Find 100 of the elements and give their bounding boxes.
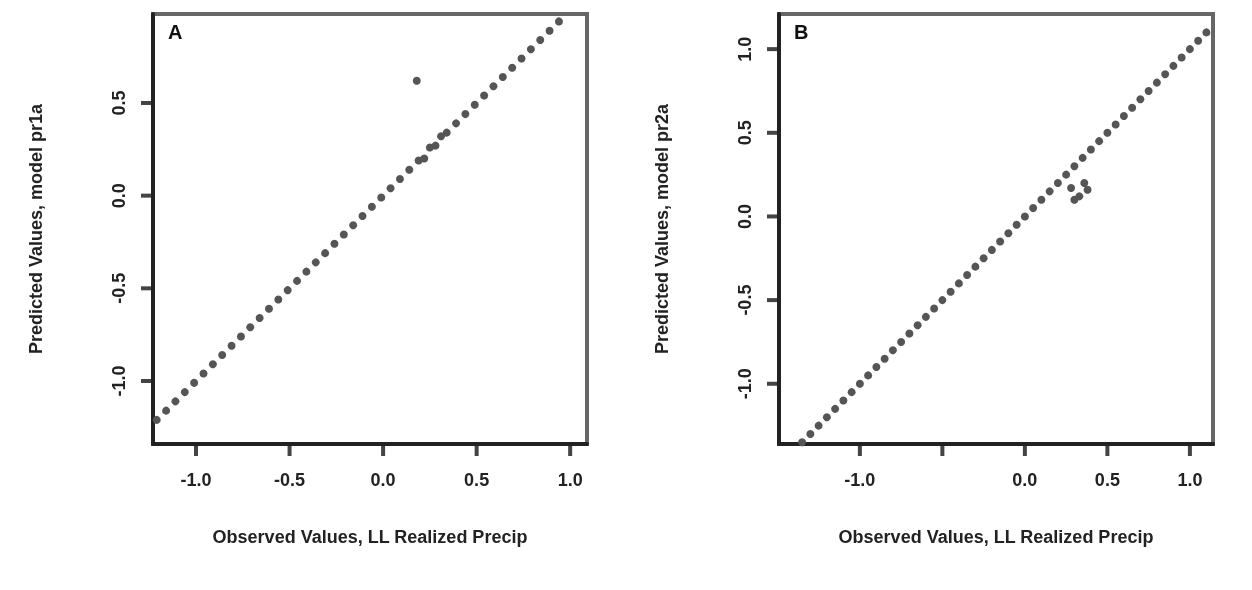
point [855, 379, 864, 388]
point [1078, 153, 1087, 162]
point [831, 404, 840, 413]
point [971, 262, 980, 271]
point [938, 296, 947, 305]
point [1012, 220, 1021, 229]
point [208, 360, 217, 369]
x-axis-title: Observed Values, LL Realized Precip [838, 527, 1154, 547]
y-tick-label: 0.5 [109, 90, 129, 116]
point [349, 221, 358, 230]
point [386, 184, 395, 193]
point [806, 429, 815, 438]
point [431, 141, 440, 150]
point [199, 369, 208, 378]
point [545, 26, 554, 35]
point [996, 237, 1005, 246]
point [218, 351, 227, 360]
point [954, 279, 963, 288]
point [311, 258, 320, 267]
annotation: B [794, 21, 809, 43]
point [498, 73, 507, 82]
point [1083, 185, 1092, 194]
point [1070, 195, 1079, 204]
point [489, 82, 498, 91]
point [1161, 70, 1170, 79]
point [377, 193, 386, 202]
point [461, 110, 470, 119]
point [358, 212, 367, 221]
point [888, 346, 897, 355]
point [847, 388, 856, 397]
point [987, 245, 996, 254]
point [1202, 28, 1211, 37]
point [480, 91, 489, 100]
point [872, 363, 881, 372]
y-tick-label: 1.0 [735, 36, 755, 62]
point [526, 45, 535, 54]
point [517, 54, 526, 63]
point [302, 267, 311, 276]
point [190, 378, 199, 387]
point [1062, 170, 1071, 179]
x-tick-label: 0.0 [1012, 470, 1038, 490]
point [930, 304, 939, 313]
point [330, 239, 339, 248]
point [798, 438, 807, 447]
point [171, 397, 180, 406]
y-tick-label: -0.5 [735, 284, 755, 316]
point [162, 406, 171, 415]
point [321, 249, 330, 258]
point [913, 321, 922, 330]
x-tick-label: 1.0 [557, 470, 583, 490]
point [452, 119, 461, 128]
point [880, 354, 889, 363]
point [864, 371, 873, 380]
point [420, 154, 429, 163]
point [283, 286, 292, 295]
point [395, 174, 404, 183]
point [236, 332, 245, 341]
point [536, 35, 545, 44]
point [1086, 145, 1095, 154]
point [979, 254, 988, 263]
point [963, 271, 972, 280]
point [1037, 195, 1046, 204]
point [367, 202, 376, 211]
point [180, 388, 189, 397]
point [1169, 61, 1178, 70]
point [1067, 184, 1076, 193]
y-tick-label: 0.0 [735, 203, 755, 229]
x-tick-label: -1.0 [180, 470, 212, 490]
y-tick-label: 0.0 [109, 183, 129, 209]
point [293, 276, 302, 285]
point [1185, 45, 1194, 54]
point [246, 323, 255, 332]
x-tick-label: -0.5 [274, 470, 306, 490]
point [255, 313, 264, 322]
point [508, 63, 517, 72]
point [822, 413, 831, 422]
y-tick-label: -0.5 [109, 272, 129, 304]
point [437, 132, 446, 141]
point [1103, 128, 1112, 137]
point [1080, 178, 1089, 187]
point [339, 230, 348, 239]
point [1045, 187, 1054, 196]
point [1144, 86, 1153, 95]
point [1053, 178, 1062, 187]
point [470, 100, 479, 109]
y-axis-title: Predicted Values, model pr2a [652, 102, 672, 355]
point [1020, 212, 1029, 221]
x-tick-label: 0.5 [1094, 470, 1120, 490]
point [412, 76, 421, 85]
point [1119, 112, 1128, 121]
point [839, 396, 848, 405]
y-axis-title: Predicted Values, model pr1a [26, 102, 46, 355]
point [921, 312, 930, 321]
y-tick-label: -1.0 [109, 365, 129, 397]
point [1136, 95, 1145, 104]
point [1128, 103, 1137, 112]
point [264, 304, 273, 313]
point [554, 17, 563, 26]
x-tick-label: 1.0 [1177, 470, 1203, 490]
x-tick-label: -1.0 [844, 470, 876, 490]
